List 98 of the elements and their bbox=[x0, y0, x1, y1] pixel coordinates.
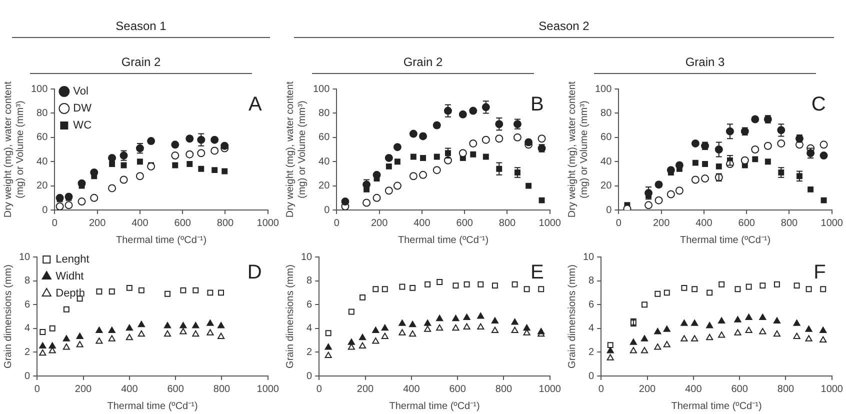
y-tick-label: 8 bbox=[306, 276, 313, 287]
x-axis-title: Thermal time (ºCd⁻¹) bbox=[107, 400, 198, 412]
y-tick-label: 0 bbox=[306, 370, 313, 382]
x-tick-label: 400 bbox=[403, 384, 420, 395]
chart-subtitle: Grain 3 bbox=[594, 55, 816, 74]
x-tick-label: 800 bbox=[216, 218, 234, 229]
y-tick-label: 4 bbox=[24, 323, 31, 334]
x-tick-label: 0 bbox=[52, 218, 58, 229]
y-tick-label: 0 bbox=[24, 370, 31, 382]
legend-label: Lenght bbox=[56, 254, 90, 266]
y-tick-label: 6 bbox=[24, 299, 31, 310]
y-axis-title: Grain dimensions (mm) bbox=[284, 264, 296, 368]
annotation: E bbox=[530, 262, 544, 284]
y-tick-label: 8 bbox=[24, 276, 31, 287]
x-axis-title: Thermal time (ºCd⁻¹) bbox=[680, 234, 771, 246]
x-tick-label: 400 bbox=[696, 218, 713, 229]
annotation: D bbox=[247, 262, 262, 284]
y-tick-label: 0 bbox=[42, 204, 48, 216]
x-tick-label: 200 bbox=[74, 384, 92, 395]
x-tick-label: 200 bbox=[370, 218, 388, 229]
y-tick-label: 20 bbox=[36, 180, 48, 192]
legend-label: Depth bbox=[56, 288, 85, 300]
x-tick-label: 0 bbox=[334, 218, 340, 229]
annotation: F bbox=[814, 262, 826, 284]
y-tick-label: 0 bbox=[324, 204, 330, 216]
chart-subtitle: Grain 2 bbox=[312, 55, 534, 74]
y-tick-label: 4 bbox=[588, 323, 595, 334]
x-tick-label: 800 bbox=[213, 384, 231, 395]
x-tick-label: 600 bbox=[731, 384, 748, 395]
y-tick-label: 10 bbox=[19, 252, 31, 263]
y-tick-label: 40 bbox=[36, 156, 48, 168]
y-tick-label: 0 bbox=[606, 204, 612, 216]
y-axis-title: Dry weight (mg), water content (mg) or Volume (mm³) bbox=[566, 81, 590, 218]
x-tick-label: 400 bbox=[121, 384, 138, 395]
x-tick-label: 400 bbox=[132, 218, 149, 229]
x-tick-label: 600 bbox=[449, 384, 466, 395]
y-tick-label: 80 bbox=[318, 108, 330, 119]
legend-label: WC bbox=[73, 120, 92, 132]
legend-label: DW bbox=[73, 102, 92, 115]
y-tick-label: 100 bbox=[312, 84, 330, 95]
x-tick-label: 0 bbox=[616, 218, 622, 229]
y-tick-label: 2 bbox=[306, 346, 313, 358]
x-tick-label: 1000 bbox=[538, 384, 562, 395]
x-tick-label: 800 bbox=[780, 218, 798, 229]
x-axis-title: Thermal time (ºCd⁻¹) bbox=[398, 234, 489, 246]
y-axis-title: Dry weight (mg), water content (mg) or Volume (mm³) bbox=[284, 81, 308, 218]
x-tick-label: 200 bbox=[638, 384, 656, 395]
x-tick-label: 200 bbox=[652, 218, 670, 229]
x-tick-label: 1000 bbox=[538, 218, 562, 229]
x-tick-label: 800 bbox=[777, 384, 795, 395]
x-tick-label: 1000 bbox=[820, 384, 844, 395]
y-tick-label: 100 bbox=[594, 84, 612, 95]
x-tick-label: 600 bbox=[174, 218, 192, 229]
y-axis-title: Grain dimensions (mm) bbox=[2, 264, 14, 368]
y-tick-label: 2 bbox=[588, 346, 595, 358]
y-tick-label: 6 bbox=[588, 299, 595, 310]
y-tick-label: 0 bbox=[588, 370, 595, 382]
x-axis-title: Thermal time (ºCd⁻¹) bbox=[389, 400, 480, 412]
y-tick-label: 6 bbox=[306, 299, 313, 310]
annotation: B bbox=[530, 94, 544, 116]
y-tick-label: 40 bbox=[318, 156, 330, 168]
legend-label: Widht bbox=[56, 270, 84, 283]
x-tick-label: 400 bbox=[414, 218, 431, 229]
x-tick-label: 1000 bbox=[820, 218, 844, 229]
y-tick-label: 4 bbox=[306, 323, 313, 334]
x-tick-label: 1000 bbox=[256, 218, 280, 229]
x-tick-label: 600 bbox=[456, 218, 474, 229]
x-tick-label: 800 bbox=[498, 218, 516, 229]
x-tick-label: 600 bbox=[738, 218, 756, 229]
annotation: C bbox=[811, 94, 826, 116]
y-tick-label: 60 bbox=[600, 132, 612, 144]
y-axis-title: Dry weight (mg), water content (mg) or Volume (mm³) bbox=[2, 81, 26, 218]
x-tick-label: 400 bbox=[685, 384, 702, 395]
x-tick-label: 200 bbox=[88, 218, 106, 229]
y-tick-label: 10 bbox=[301, 252, 313, 263]
y-tick-label: 60 bbox=[318, 132, 330, 144]
y-tick-label: 80 bbox=[600, 108, 612, 119]
chart-title: Season 2 bbox=[294, 19, 834, 38]
y-tick-label: 8 bbox=[588, 276, 595, 287]
y-tick-label: 100 bbox=[30, 84, 48, 95]
x-tick-label: 600 bbox=[167, 384, 184, 395]
legend-label: Vol bbox=[73, 86, 88, 98]
x-tick-label: 200 bbox=[356, 384, 374, 395]
annotation: A bbox=[248, 94, 263, 116]
y-tick-label: 20 bbox=[318, 180, 330, 192]
x-axis-title: Thermal time (ºCd⁻¹) bbox=[671, 400, 762, 412]
y-tick-label: 2 bbox=[24, 346, 31, 358]
y-tick-label: 40 bbox=[600, 156, 612, 168]
y-tick-label: 10 bbox=[583, 252, 595, 263]
x-tick-label: 800 bbox=[495, 384, 513, 395]
y-tick-label: 20 bbox=[600, 180, 612, 192]
chart-title: Season 1 bbox=[12, 19, 270, 38]
x-axis-title: Thermal time (ºCd⁻¹) bbox=[116, 234, 207, 246]
chart-subtitle: Grain 2 bbox=[30, 55, 252, 74]
y-tick-label: 60 bbox=[36, 132, 48, 144]
y-tick-label: 80 bbox=[36, 108, 48, 119]
y-axis-title: Grain dimensions (mm) bbox=[566, 264, 578, 368]
x-tick-label: 1000 bbox=[256, 384, 280, 395]
